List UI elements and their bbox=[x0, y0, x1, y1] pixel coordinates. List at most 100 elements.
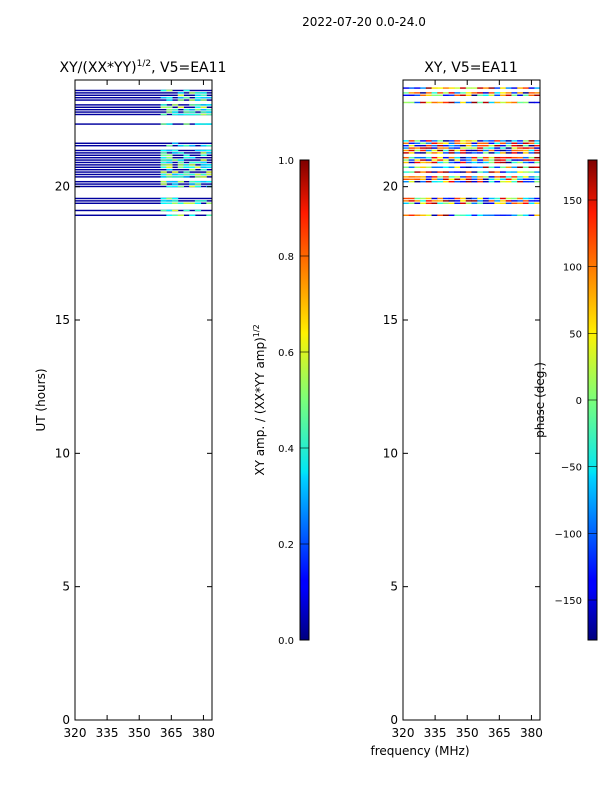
heatmap-cell bbox=[471, 159, 478, 161]
heatmap-cell bbox=[206, 171, 213, 173]
heatmap-cell bbox=[442, 178, 450, 180]
heatmap-cell bbox=[414, 197, 421, 200]
panel-amplitude-ylabel: UT (hours) bbox=[34, 368, 48, 431]
heatmap-cell bbox=[488, 149, 495, 152]
heatmap-cell bbox=[437, 149, 444, 152]
heatmap-cell bbox=[534, 197, 541, 200]
colorbar-phase-label: phase (deg.) bbox=[533, 362, 547, 438]
heatmap-cell bbox=[511, 142, 518, 144]
heatmap-cell bbox=[425, 94, 433, 96]
heatmap-cell bbox=[160, 200, 167, 202]
heatmap-cell bbox=[437, 197, 444, 200]
heatmap-cell bbox=[425, 149, 433, 152]
heatmap-cell bbox=[511, 152, 518, 154]
heatmap-cell bbox=[517, 149, 524, 152]
heatmap-cell bbox=[160, 89, 167, 92]
heatmap-cell bbox=[482, 202, 490, 204]
heatmap-cell bbox=[408, 147, 415, 149]
heatmap-cell bbox=[414, 92, 421, 94]
heatmap-cell bbox=[471, 152, 478, 154]
heatmap-cell bbox=[183, 164, 190, 166]
heatmap-cell bbox=[200, 164, 207, 166]
heatmap-cell bbox=[465, 166, 472, 168]
heatmap-cell bbox=[448, 149, 455, 152]
heatmap-cell bbox=[431, 140, 438, 142]
heatmap-cell bbox=[505, 159, 512, 161]
heatmap-cell bbox=[488, 171, 495, 173]
heatmap-cell bbox=[488, 200, 495, 202]
heatmap-cell bbox=[431, 202, 438, 204]
heatmap-cell bbox=[420, 144, 427, 147]
heatmap-row bbox=[75, 142, 212, 144]
heatmap-cell bbox=[534, 200, 541, 202]
heatmap-cell bbox=[494, 171, 501, 173]
heatmap-cell bbox=[200, 99, 207, 101]
heatmap-cell bbox=[454, 147, 461, 149]
heatmap-cell bbox=[425, 166, 433, 168]
heatmap-cell bbox=[500, 200, 507, 202]
heatmap-cell bbox=[194, 104, 202, 106]
heatmap-cell bbox=[437, 214, 444, 216]
heatmap-cell bbox=[194, 209, 202, 212]
heatmap-cell bbox=[494, 142, 501, 144]
colorbar-tick-label: −50 bbox=[561, 463, 582, 474]
heatmap-cell bbox=[403, 159, 410, 161]
heatmap-cell bbox=[460, 87, 467, 89]
heatmap-cell bbox=[522, 171, 530, 173]
heatmap-cell bbox=[448, 147, 455, 149]
heatmap-cell bbox=[534, 152, 541, 154]
heatmap-cell bbox=[511, 140, 518, 142]
heatmap-cell bbox=[408, 152, 415, 154]
colorbar-tick-label: 1.0 bbox=[278, 156, 294, 167]
heatmap-cell bbox=[160, 106, 167, 108]
heatmap-cell bbox=[189, 180, 196, 183]
panel-amplitude-frame bbox=[74, 79, 213, 721]
heatmap-cell bbox=[477, 92, 484, 94]
heatmap-cell bbox=[465, 202, 472, 204]
heatmap-cell bbox=[183, 113, 190, 116]
heatmap-cell bbox=[160, 180, 167, 183]
heatmap-cell bbox=[505, 214, 512, 216]
heatmap-cell bbox=[488, 92, 495, 94]
heatmap-cell bbox=[505, 197, 512, 200]
heatmap-cell bbox=[160, 152, 167, 154]
colorbar-tick-label: 0.8 bbox=[278, 252, 294, 263]
heatmap-cell bbox=[420, 200, 427, 202]
heatmap-cell bbox=[465, 144, 472, 147]
heatmap-cell bbox=[471, 197, 478, 200]
heatmap-cell bbox=[425, 180, 433, 183]
heatmap-cell bbox=[160, 166, 167, 168]
heatmap-cell bbox=[403, 156, 410, 159]
heatmap-cell bbox=[522, 161, 530, 164]
heatmap-cell bbox=[408, 202, 415, 204]
heatmap-cell bbox=[448, 144, 455, 147]
heatmap-cell bbox=[488, 142, 495, 144]
heatmap-cell bbox=[414, 178, 421, 180]
y-tick-label: 15 bbox=[383, 313, 398, 327]
heatmap-cell bbox=[465, 142, 472, 144]
heatmap-cell bbox=[172, 171, 179, 173]
heatmap-cell bbox=[534, 101, 541, 104]
heatmap-cell bbox=[166, 106, 173, 108]
heatmap-cell bbox=[177, 214, 184, 216]
heatmap-cell bbox=[528, 101, 535, 104]
heatmap-cell bbox=[505, 166, 512, 168]
heatmap-cell bbox=[471, 149, 478, 152]
heatmap-cell bbox=[511, 197, 518, 200]
heatmap-cell bbox=[517, 214, 524, 216]
heatmap-cell bbox=[437, 147, 444, 149]
heatmap-cell bbox=[534, 178, 541, 180]
heatmap-cell bbox=[408, 140, 415, 142]
heatmap-cell bbox=[500, 94, 507, 96]
heatmap-cell bbox=[465, 87, 472, 89]
heatmap-cell bbox=[471, 214, 478, 216]
heatmap-cell bbox=[494, 149, 501, 152]
heatmap-cell bbox=[403, 140, 410, 142]
heatmap-cell bbox=[431, 87, 438, 89]
heatmap-cell bbox=[511, 180, 518, 183]
heatmap-cell bbox=[465, 159, 472, 161]
heatmap-cell bbox=[166, 202, 173, 204]
heatmap-cell bbox=[505, 147, 512, 149]
heatmap-cell bbox=[511, 200, 518, 202]
heatmap-cell bbox=[528, 94, 535, 96]
